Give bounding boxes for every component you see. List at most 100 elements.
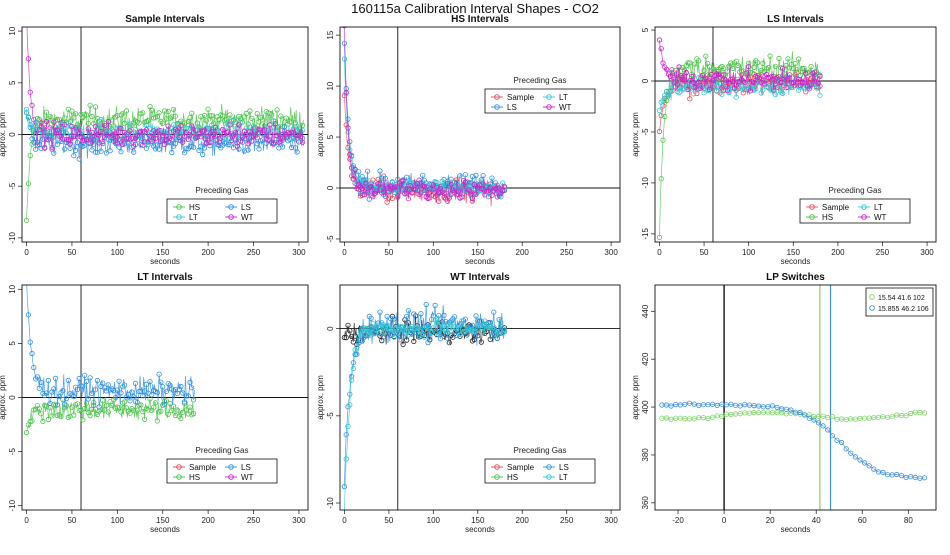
data-point xyxy=(452,314,458,320)
data-point xyxy=(430,182,436,188)
data-point xyxy=(169,114,175,120)
data-point xyxy=(480,186,486,192)
data-point xyxy=(100,397,106,404)
data-point xyxy=(89,113,95,120)
x-axis-label: seconds xyxy=(465,525,495,534)
data-point xyxy=(446,195,452,201)
data-point xyxy=(245,147,251,153)
data-point xyxy=(685,60,691,66)
data-point xyxy=(178,383,184,389)
data-point xyxy=(49,413,55,419)
legend-marker xyxy=(809,214,815,220)
data-point xyxy=(49,146,55,152)
plot-frame xyxy=(654,284,937,511)
legend-marker xyxy=(546,474,552,480)
data-point xyxy=(27,121,33,127)
data-point xyxy=(82,142,88,148)
data-point xyxy=(688,74,695,80)
data-point xyxy=(102,407,108,413)
data-point xyxy=(49,134,55,140)
legend-title: Preceding Gas xyxy=(514,446,567,455)
data-point xyxy=(25,181,31,187)
data-point xyxy=(289,119,295,125)
data-point xyxy=(149,107,155,113)
legend-label: 15.855 46.2 106 xyxy=(878,306,929,313)
data-point xyxy=(191,397,197,403)
data-point xyxy=(762,81,768,87)
data-point xyxy=(674,82,680,88)
data-point xyxy=(754,59,761,66)
data-point xyxy=(23,429,30,436)
legend-box xyxy=(799,198,911,224)
data-point xyxy=(201,145,208,151)
data-point xyxy=(794,67,800,73)
data-point xyxy=(462,172,468,178)
data-point xyxy=(395,330,401,336)
data-point xyxy=(425,195,431,202)
data-point xyxy=(94,377,101,384)
data-point xyxy=(758,67,764,74)
data-point xyxy=(444,335,451,341)
data-point xyxy=(660,98,666,104)
data-point xyxy=(105,382,111,388)
data-point xyxy=(416,331,422,337)
data-point xyxy=(158,379,164,385)
chart-title: LS Intervals xyxy=(767,14,824,25)
data-point xyxy=(169,149,175,156)
x-tick-label: 0 xyxy=(24,516,29,525)
x-tick-label: 20 xyxy=(766,516,775,525)
data-point xyxy=(131,149,137,155)
legend-title: Preceding Gas xyxy=(196,186,249,195)
data-point xyxy=(38,145,44,151)
data-point xyxy=(343,334,349,341)
data-point xyxy=(825,414,831,421)
data-point xyxy=(751,79,757,86)
data-point xyxy=(36,385,42,391)
data-point xyxy=(825,427,831,433)
data-point xyxy=(191,410,197,417)
series-wt xyxy=(342,27,507,203)
data-point xyxy=(245,141,251,147)
data-point xyxy=(391,334,397,340)
legend-marker xyxy=(546,94,552,100)
data-point xyxy=(145,118,151,124)
data-point xyxy=(118,149,124,155)
data-point xyxy=(172,412,178,419)
data-point xyxy=(243,131,249,137)
data-point xyxy=(127,128,133,134)
data-point xyxy=(63,130,70,136)
data-point xyxy=(788,61,795,68)
data-point xyxy=(751,64,757,70)
data-point xyxy=(404,174,410,180)
data-point xyxy=(343,89,349,95)
y-tick-label: -10 xyxy=(8,499,17,511)
data-point xyxy=(469,195,475,202)
x-tick-label: 50 xyxy=(384,516,393,525)
data-point xyxy=(45,377,51,384)
data-point xyxy=(348,377,355,383)
data-point xyxy=(227,122,233,128)
y-tick-label: 5 xyxy=(8,80,17,85)
y-tick-label: 380 xyxy=(641,448,650,462)
data-point xyxy=(181,133,188,139)
data-point xyxy=(279,144,286,150)
chart-panel-3: LT Intervals 0 50 100 150 200 250 300 -10 -5 0 5 10 s… xyxy=(0,272,309,534)
data-point xyxy=(658,46,664,52)
x-tick-label: 100 xyxy=(111,516,125,525)
plot-area xyxy=(659,285,928,510)
data-point xyxy=(393,326,399,332)
legend-label: HS xyxy=(189,203,200,212)
data-point xyxy=(103,132,110,138)
data-point xyxy=(656,128,663,135)
data-point xyxy=(861,460,868,466)
data-point xyxy=(656,107,663,114)
data-point xyxy=(668,403,674,409)
data-point xyxy=(112,395,119,401)
data-point xyxy=(501,183,507,189)
legend-label: LS xyxy=(507,103,517,112)
data-point xyxy=(85,121,91,127)
data-point xyxy=(187,144,193,150)
data-point xyxy=(492,331,499,338)
data-point xyxy=(765,65,771,71)
data-point xyxy=(236,122,242,128)
